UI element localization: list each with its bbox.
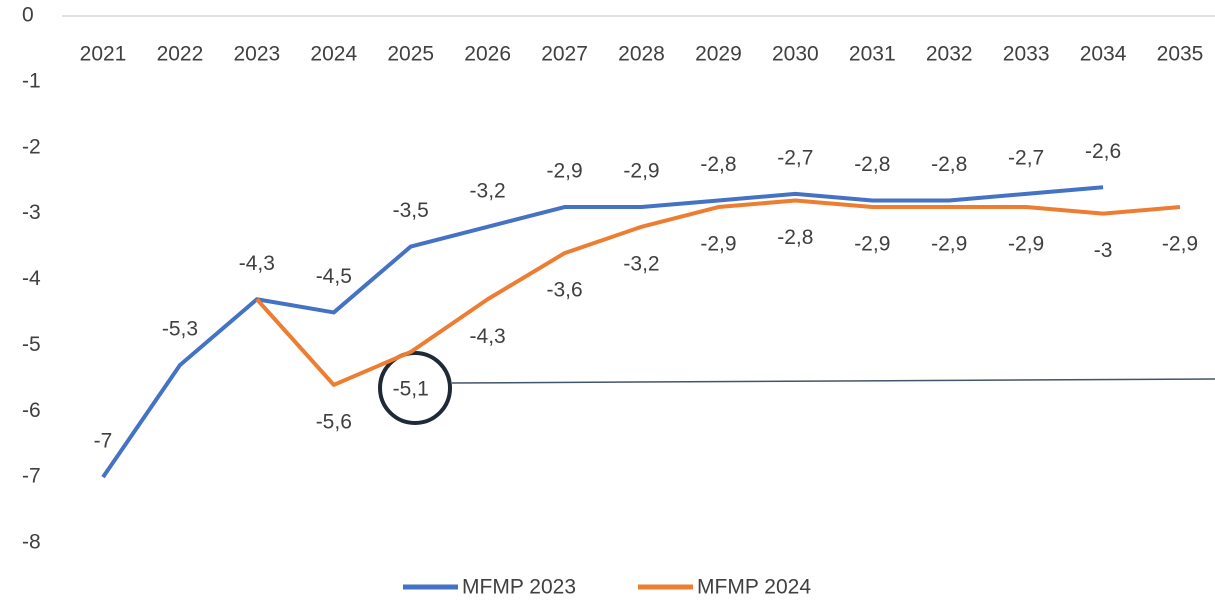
series-line [101, 185, 1104, 479]
y-tick-label: -6 [22, 399, 41, 422]
data-label: -2,7 [777, 146, 813, 169]
x-tick-label: 2030 [772, 43, 819, 66]
data-label: -2,9 [1162, 233, 1198, 256]
data-label: -2,7 [1008, 146, 1044, 169]
data-label: -3 [1094, 239, 1113, 262]
x-tick-label: 2032 [926, 43, 973, 66]
data-label: -2,9 [700, 233, 736, 256]
data-label: -4,3 [470, 325, 506, 348]
data-label: -4,5 [316, 265, 352, 288]
data-label: -3,5 [393, 199, 429, 222]
x-tick-label: 2024 [310, 43, 357, 66]
y-tick-label: 0 [22, 4, 34, 27]
data-label: -3,6 [546, 279, 582, 302]
x-tick-label: 2034 [1080, 43, 1127, 66]
data-label: -2,8 [854, 153, 890, 176]
legend-label: MFMP 2023 [462, 576, 576, 599]
data-label: -3,2 [470, 179, 506, 202]
x-tick-label: 2025 [387, 43, 434, 66]
data-label: -2,8 [700, 153, 736, 176]
series-line [255, 198, 1181, 387]
x-tick-label: 2022 [157, 43, 204, 66]
data-label: -2,9 [546, 160, 582, 183]
x-tick-label: 2035 [1157, 43, 1204, 66]
legend-label: MFMP 2024 [697, 576, 811, 599]
data-label: -7 [94, 430, 113, 453]
data-label: -4,3 [239, 252, 275, 275]
data-label: -2,9 [931, 233, 967, 256]
annotation-circle [378, 351, 452, 425]
x-tick-label: 2023 [233, 43, 280, 66]
y-tick-label: -7 [22, 465, 41, 488]
y-tick-label: -1 [22, 69, 41, 92]
annotation-line [451, 378, 1215, 384]
x-tick-label: 2028 [618, 43, 665, 66]
x-tick-label: 2027 [541, 43, 588, 66]
y-tick-label: -3 [22, 201, 41, 224]
data-label: -5,6 [316, 410, 352, 433]
data-label: -2,9 [1008, 233, 1044, 256]
x-tick-label: 2026 [464, 43, 511, 66]
data-label: -2,8 [777, 226, 813, 249]
data-label: -2,9 [854, 233, 890, 256]
data-label: -2,9 [623, 160, 659, 183]
data-label: -5,1 [393, 378, 429, 401]
data-label: -2,8 [931, 153, 967, 176]
x-tick-label: 2029 [695, 43, 742, 66]
x-tick-label: 2021 [80, 43, 127, 66]
y-tick-label: -5 [22, 333, 41, 356]
x-tick-label: 2033 [1003, 43, 1050, 66]
x-tick-label: 2031 [849, 43, 896, 66]
data-label: -3,2 [623, 252, 659, 275]
data-label: -2,6 [1085, 140, 1121, 163]
y-tick-label: -8 [22, 531, 41, 554]
data-label: -5,3 [162, 318, 198, 341]
y-tick-label: -4 [22, 267, 41, 290]
y-tick-label: -2 [22, 135, 41, 158]
